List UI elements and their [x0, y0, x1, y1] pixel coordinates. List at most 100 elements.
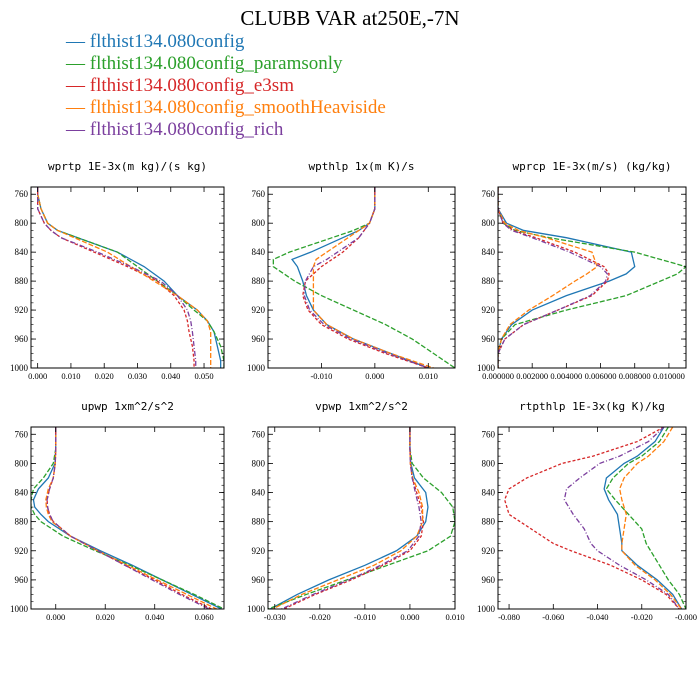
series-line [563, 427, 680, 609]
series-line [291, 187, 429, 368]
x-tick-label: 0.020 [95, 371, 114, 381]
series-line [498, 187, 636, 368]
series-line [37, 187, 222, 368]
x-tick-label: 0.010 [445, 612, 464, 622]
y-tick-label: 880 [252, 276, 266, 286]
x-tick-label: -0.080 [498, 612, 520, 622]
y-tick-label: 760 [15, 429, 29, 439]
x-tick-label: -0.000 [675, 612, 697, 622]
y-tick-label: 960 [252, 575, 266, 585]
legend-label: flthist134.080config_rich [89, 119, 284, 140]
series-line [45, 427, 217, 609]
x-tick-label: 0.000 [28, 371, 47, 381]
y-tick-label: 1000 [10, 363, 29, 373]
series-line [37, 187, 195, 368]
series-line [272, 187, 455, 368]
legend-entry: — flthist134.080config_smoothHeaviside [66, 97, 386, 119]
legend-swatch: — [66, 97, 90, 118]
x-tick-label: 0.010 [419, 371, 438, 381]
legend-entry: — flthist134.080config [66, 31, 386, 53]
legend-swatch: — [66, 31, 90, 52]
x-tick-label: -0.020 [309, 612, 331, 622]
y-tick-label: 840 [482, 247, 496, 257]
x-tick-label: 0.010000 [653, 371, 685, 381]
x-tick-label: 0.040 [161, 371, 180, 381]
y-tick-label: 800 [15, 458, 29, 468]
x-tick-label: 0.000000 [482, 371, 514, 381]
x-tick-label: -0.030 [264, 612, 286, 622]
plot-frame [497, 186, 687, 369]
y-tick-label: 800 [252, 458, 266, 468]
y-tick-label: 880 [252, 517, 266, 527]
y-tick-label: 1000 [477, 604, 496, 614]
y-tick-label: 960 [252, 334, 266, 344]
legend-entry: — flthist134.080config_e3sm [66, 75, 386, 97]
legend-swatch: — [66, 75, 90, 96]
x-tick-label: 0.020 [96, 612, 115, 622]
y-tick-label: 840 [252, 488, 266, 498]
y-tick-label: 800 [482, 218, 496, 228]
series-line [269, 427, 429, 609]
series-line [498, 187, 609, 368]
plot-frame [267, 426, 456, 610]
series-line [303, 187, 429, 368]
legend-swatch: — [66, 53, 90, 74]
y-tick-label: 920 [482, 305, 496, 315]
x-tick-label: 0.030 [128, 371, 147, 381]
legend-label: flthist134.080config_smoothHeaviside [89, 97, 386, 118]
y-tick-label: 760 [15, 189, 29, 199]
series-line [37, 187, 197, 368]
y-tick-label: 920 [482, 546, 496, 556]
y-tick-label: 800 [482, 458, 496, 468]
legend-entry: — flthist134.080config_paramsonly [66, 53, 386, 75]
series-line [283, 427, 425, 609]
x-tick-label: 0.004000 [550, 371, 582, 381]
series-line [281, 427, 422, 609]
x-tick-label: 0.006000 [585, 371, 617, 381]
y-tick-label: 1000 [10, 604, 29, 614]
y-tick-label: 800 [15, 218, 29, 228]
chart-panel: rtpthlp 1E-3x(kg K)/kg 760 800 840 880 920 960… [477, 400, 697, 622]
chart-panel: wprtp 1E-3x(m kg)/(s kg) 760 800 840 880 920 9… [10, 160, 225, 381]
y-tick-label: 960 [482, 575, 496, 585]
chart-panel: wprcp 1E-3x(m/s) (kg/kg) 760 800 840 880 920 9… [477, 160, 687, 381]
y-tick-label: 880 [482, 517, 496, 527]
y-tick-label: 920 [252, 305, 266, 315]
series-line [268, 427, 455, 609]
y-tick-label: 960 [15, 334, 29, 344]
series-line [498, 187, 686, 368]
y-tick-label: 760 [482, 429, 496, 439]
y-tick-label: 960 [15, 575, 29, 585]
x-tick-label: 0.000 [400, 612, 419, 622]
x-tick-label: 0.008000 [619, 371, 651, 381]
y-tick-label: 880 [15, 276, 29, 286]
panel-title: wprcp 1E-3x(m/s) (kg/kg) [513, 160, 672, 173]
plot-frame [30, 186, 225, 369]
y-tick-label: 1000 [477, 363, 496, 373]
series-line [618, 427, 683, 609]
panel-title: wpthlp 1x(m K)/s [309, 160, 415, 173]
y-tick-label: 800 [252, 218, 266, 228]
chart-panel: wpthlp 1x(m K)/s 760 800 840 880 920 960 1000 -0… [247, 160, 456, 381]
series-line [272, 427, 424, 609]
legend-label: flthist134.080config_e3sm [89, 75, 294, 96]
y-tick-label: 760 [252, 189, 266, 199]
y-tick-label: 1000 [247, 363, 266, 373]
series-line [603, 427, 683, 609]
x-tick-label: -0.010 [354, 612, 376, 622]
x-tick-label: 0.010 [61, 371, 80, 381]
page-title: CLUBB VAR at250E,-7N [240, 6, 460, 30]
plot-frame [267, 186, 456, 369]
series-line [46, 427, 212, 609]
y-tick-label: 920 [15, 546, 29, 556]
y-tick-label: 880 [482, 276, 496, 286]
panel-title: wprtp 1E-3x(m kg)/(s kg) [48, 160, 207, 173]
chart-panel: upwp 1xm^2/s^2 760 800 840 880 920 960 1000 0.00… [10, 400, 225, 622]
x-tick-label: 0.050 [194, 371, 213, 381]
x-tick-label: 0.040 [145, 612, 164, 622]
x-tick-label: -0.040 [587, 612, 609, 622]
y-tick-label: 840 [482, 488, 496, 498]
y-tick-label: 920 [252, 546, 266, 556]
y-tick-label: 840 [15, 488, 29, 498]
